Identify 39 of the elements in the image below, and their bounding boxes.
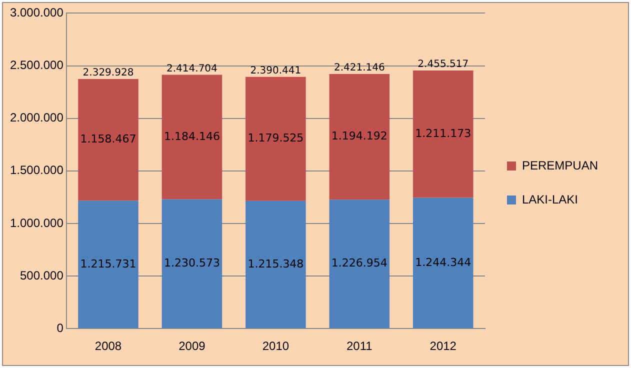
- x-tick-label: 2008: [94, 339, 122, 354]
- y-tick-label: 500.000: [20, 268, 64, 282]
- data-label: 1.211.173: [415, 126, 472, 140]
- y-tick-label: 1.500.000: [10, 163, 64, 178]
- y-tick-label: 2.500.000: [10, 58, 64, 72]
- legend-label: PEREMPUAN: [522, 158, 598, 172]
- annotation: 2.390.441: [250, 65, 302, 76]
- x-tick-label: 2009: [178, 339, 206, 354]
- y-tick-label: 2.000.000: [10, 110, 64, 125]
- bar: [329, 200, 390, 328]
- x-tick-label: 2011: [346, 339, 373, 354]
- data-label: 1.194.192: [331, 130, 388, 143]
- data-label: 1.230.573: [164, 256, 220, 270]
- data-label: 1.158.467: [80, 132, 136, 146]
- annotation: 2.455.517: [418, 59, 469, 70]
- bar: [329, 74, 390, 200]
- data-label: 1.215.348: [248, 257, 304, 270]
- data-label: 1.226.954: [331, 256, 388, 270]
- bar: [78, 200, 138, 328]
- y-tick-label: 3.000.000: [10, 6, 64, 20]
- data-label: 1.215.731: [80, 257, 136, 270]
- bar: [78, 78, 138, 201]
- data-label: 1.244.344: [415, 256, 472, 269]
- y-tick-label: 1.000.000: [10, 216, 64, 230]
- data-label: 1.184.146: [164, 130, 220, 143]
- x-tick-label: 2012: [430, 339, 457, 354]
- y-tick-label: 0: [56, 320, 64, 335]
- bar: [412, 70, 474, 198]
- legend-label: LAKI-LAKI: [522, 192, 578, 206]
- bar: [162, 74, 222, 200]
- bar: [246, 76, 306, 201]
- annotation: 2.414.704: [166, 63, 218, 74]
- x-tick-label: 2010: [262, 339, 290, 354]
- bar: [162, 199, 222, 328]
- bar: [246, 200, 306, 328]
- data-label: 1.179.525: [248, 132, 304, 145]
- bar: [412, 198, 474, 328]
- annotation: 2.421.146: [334, 62, 385, 74]
- annotation: 2.329.928: [82, 68, 134, 79]
